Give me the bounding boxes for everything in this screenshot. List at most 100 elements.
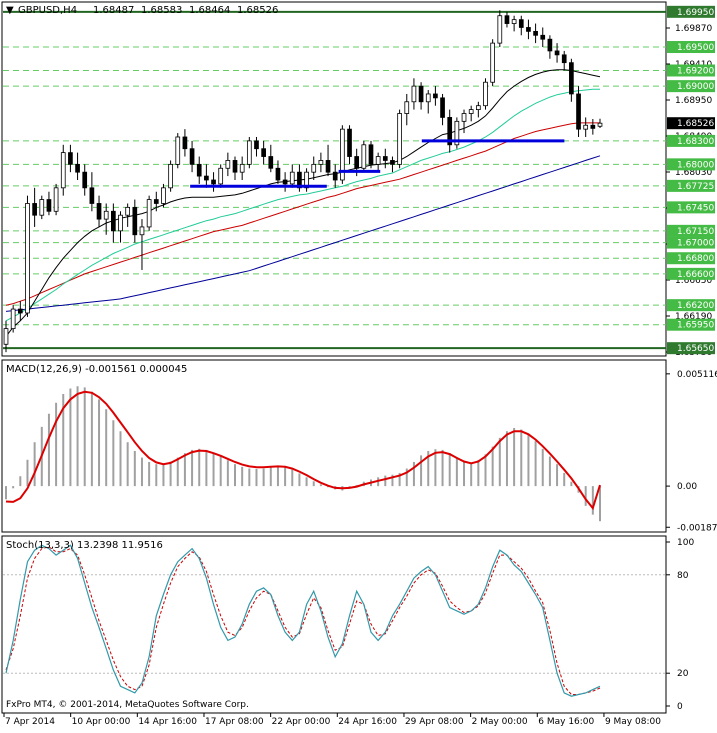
candle-body [189,148,195,165]
ma-red-line [5,122,600,306]
candle-body [332,171,338,181]
price-tick-label: 1.66650 [675,276,712,286]
candle-body [275,167,281,181]
candle-body [168,163,173,189]
candle-body [454,120,460,146]
candle-body [526,27,531,32]
main-header: ▼ GBPUSD,H4 1.68487 1.68583 1.68464 1.68… [6,5,278,16]
macd-tick-label: 0.00 [677,482,697,492]
candle-body [10,308,16,330]
time-tick-label: 17 Apr 08:00 [205,717,264,727]
price-tick-label: 1.69870 [675,24,712,34]
candle-body [440,97,445,118]
time-tick-label: 24 Apr 16:00 [338,717,397,727]
macd-tick-label: 0.005116 [677,370,717,380]
price-level-box [667,236,715,249]
candle-body [196,163,202,177]
candle-body [433,93,438,99]
price-level-label: 1.69000 [677,82,714,92]
candle-body [89,187,95,204]
macd-panel[interactable]: 0.005116 0.00 -0.001875 MACD(12,26,9) -0.0… [1,359,717,533]
candle-body [569,62,574,95]
candle-body [490,42,495,83]
price-level-label: 1.66600 [677,270,714,280]
price-level-label: 1.65950 [677,321,714,331]
candle-body [75,163,80,173]
price-level-box [667,224,715,237]
price-level-label: 1.65650 [677,344,714,354]
price-level-label: 1.67000 [677,239,714,249]
time-tick-label: 9 May 08:00 [605,717,661,727]
stochastic-panel[interactable]: 100 80 20 0 Stoch(13,3,3) 13.2398 11.9516 F… [1,535,694,714]
candle-body [17,308,23,314]
candle-body [103,210,109,220]
price-level-box [667,179,715,192]
current-price-label: 1.68526 [677,119,714,129]
ohlc-open: 1.68487 [93,5,134,16]
candle-body [590,124,596,129]
stoch-tick-label: 80 [677,571,689,581]
macd-tick-label: -0.001875 [677,523,717,533]
candle-body [461,113,467,122]
price-level-box [667,318,715,331]
candle-body [139,226,145,236]
candle-body [325,160,331,173]
ma-black-line [5,69,601,337]
price-level-box [667,158,715,171]
price-level-box [667,267,715,280]
candle-body [204,175,209,181]
price-level-label: 1.67150 [677,227,714,237]
price-tick-label: 1.68950 [675,96,712,106]
stoch-k-line [5,544,601,697]
candle-body [540,34,546,40]
current-price-box [667,117,715,130]
candle-body [554,50,560,56]
time-tick-label: 29 Apr 08:00 [405,717,464,727]
candle-body [3,328,9,345]
price-level-box [667,41,715,54]
candle-body [25,203,30,314]
candle-body [576,93,581,130]
candle-body [361,144,367,169]
candle-body [418,85,424,103]
price-tick-label: 1.66190 [675,312,712,322]
candle-body [354,156,360,169]
candle-body [46,199,52,212]
copyright-footer: FxPro MT4, © 2001-2014, MetaQuotes Softw… [6,700,249,710]
time-tick-label: 7 Apr 2014 [5,717,55,727]
time-tick-label: 14 Apr 16:00 [138,717,197,727]
candle-body [347,128,352,157]
price-level-label: 1.66200 [677,301,714,311]
candle-body [218,167,224,185]
candle-body [118,214,123,232]
candle-body [39,199,45,216]
price-level-label: 1.67725 [677,182,714,192]
price-level-box [667,342,715,355]
time-tick-label: 6 May 16:00 [538,717,594,727]
candle-body [289,171,295,185]
candle-body [475,105,481,110]
price-panel[interactable]: 1.698701.694101.689501.684901.680301.675… [1,1,715,358]
candle-body [447,117,453,146]
candle-body [111,210,116,232]
candle-body [82,171,88,189]
price-tick-label: 1.68030 [675,168,712,178]
candle-body [397,113,402,165]
price-level-box [667,201,715,214]
ma-teal-line [5,88,600,322]
candle-body [175,136,181,165]
candle-body [547,38,553,52]
price-level-label: 1.69950 [677,8,714,18]
ma-blue-line [5,155,601,312]
price-level-label: 1.68300 [677,137,714,147]
price-level-label: 1.69500 [677,43,714,53]
candle-body [282,179,288,185]
candle-body [318,160,324,165]
price-level-label: 1.69200 [677,66,714,76]
stoch-tick-label: 0 [677,702,683,712]
chart-title: GBPUSD,H4 [18,5,77,16]
candle-body [261,148,266,157]
candle-body [268,156,274,169]
price-level-box [667,134,715,147]
